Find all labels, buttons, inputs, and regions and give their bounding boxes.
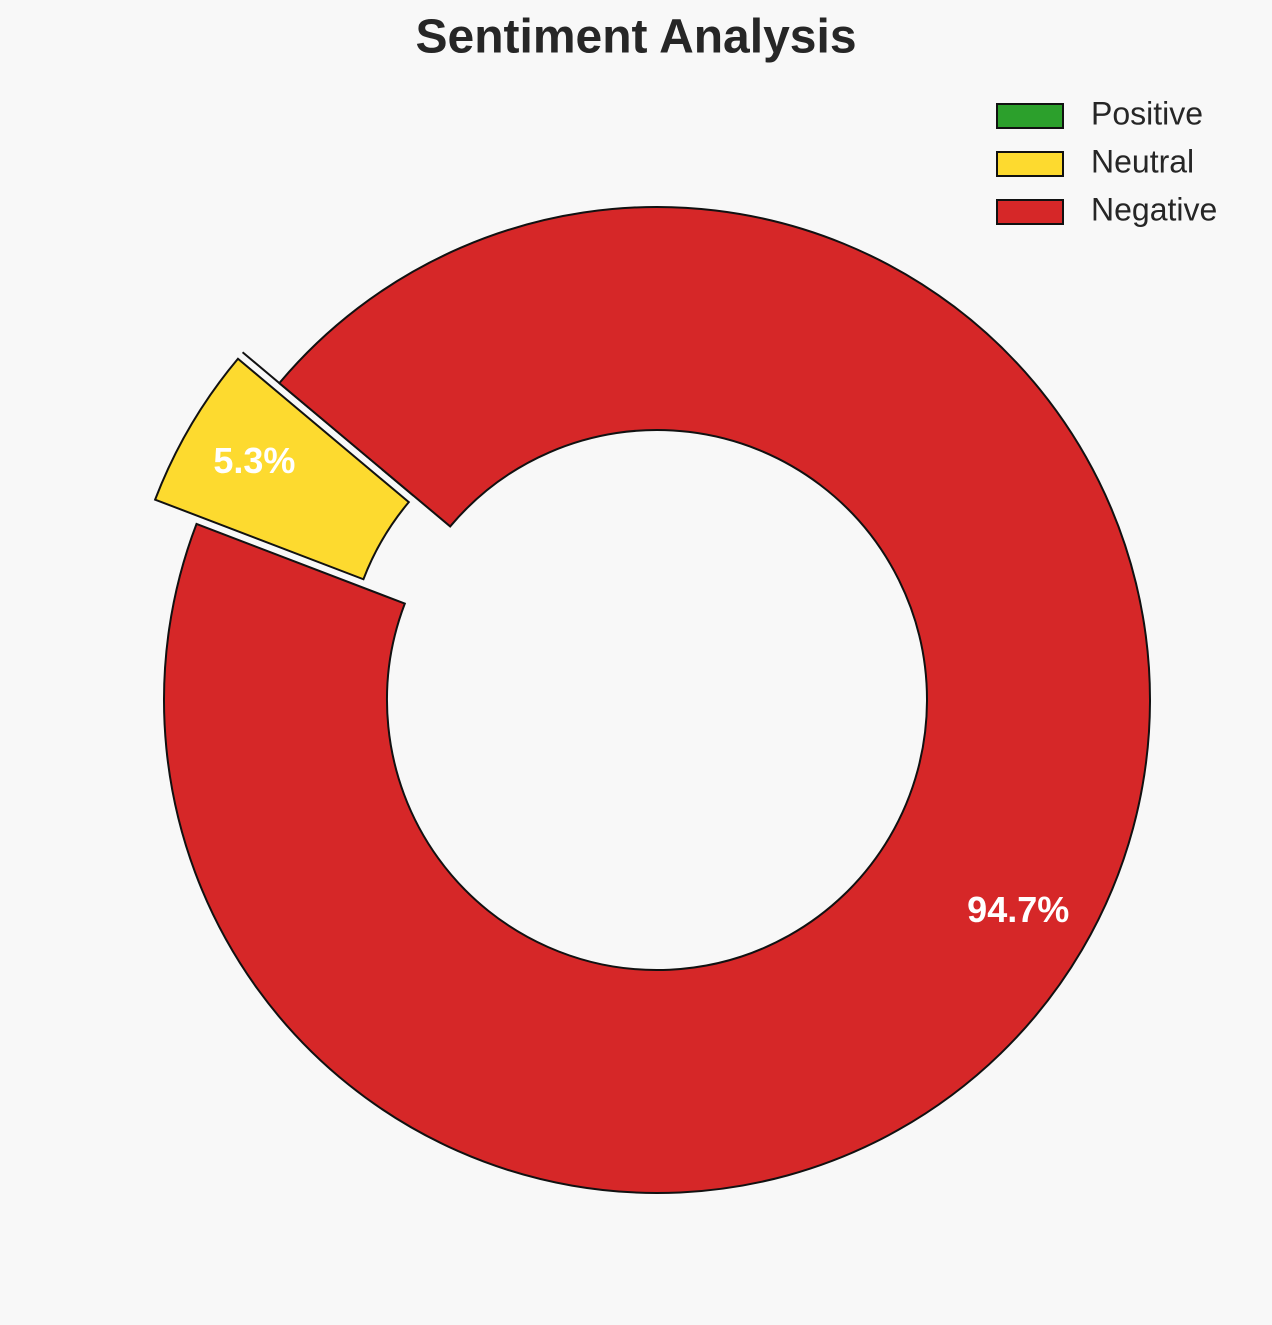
slice — [163, 206, 1151, 1194]
value-label: 5.3% — [213, 440, 295, 481]
chart-title: Sentiment Analysis — [415, 11, 856, 64]
slice — [153, 357, 411, 581]
legend-label: Neutral — [1091, 143, 1194, 179]
legend-swatch — [996, 199, 1064, 225]
legend-swatch — [996, 103, 1064, 129]
legend-label: Positive — [1091, 95, 1203, 131]
value-label: 94.7% — [967, 889, 1069, 930]
legend-label: Negative — [1091, 191, 1217, 227]
legend-swatch — [996, 151, 1064, 177]
